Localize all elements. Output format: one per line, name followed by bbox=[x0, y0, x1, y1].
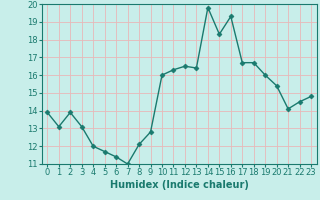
X-axis label: Humidex (Indice chaleur): Humidex (Indice chaleur) bbox=[110, 180, 249, 190]
